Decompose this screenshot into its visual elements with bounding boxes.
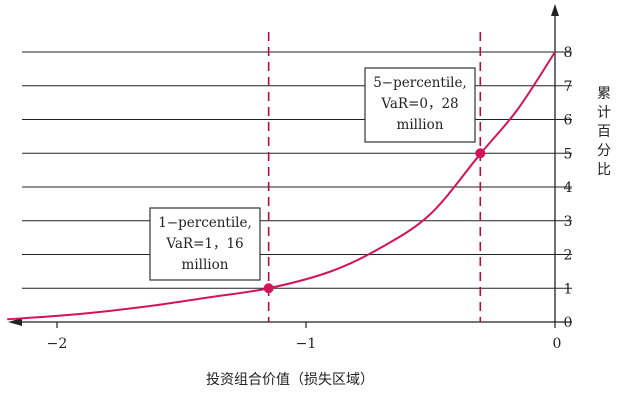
y-tick-label: 1	[564, 281, 573, 297]
annotation-line: 1−percentile,	[158, 215, 252, 231]
annotation-line: million	[397, 117, 444, 133]
x-tick-label: −2	[47, 336, 68, 352]
marker-point-1	[263, 283, 274, 294]
annotation-line: VaR=0，28	[380, 96, 458, 112]
tick-labels: −2 −1 00 1 2 3 4 5 6 7 8	[47, 45, 573, 352]
y-tick-label: 5	[564, 146, 573, 162]
annotation-line: million	[182, 257, 229, 273]
grid-lines	[22, 51, 572, 289]
y-axis-title-char: 比	[597, 162, 611, 178]
annotation-box-1: 1−percentile, VaR=1，16 million	[149, 207, 261, 281]
x-axis-arrow	[8, 318, 22, 326]
y-axis-title-char: 累	[597, 86, 611, 102]
annotation-line: VaR=1，16	[165, 236, 243, 252]
axes	[8, 4, 572, 328]
y-axis-title-char: 分	[597, 143, 611, 159]
y-tick-label: 6	[564, 113, 573, 129]
y-tick-label: 3	[564, 214, 573, 230]
y-tick-label: 8	[564, 45, 573, 61]
series	[7, 32, 556, 322]
cumulative-curve	[7, 51, 556, 321]
x-tick-label: −1	[296, 336, 317, 352]
annotations: 1−percentile,VaR=1，16million5−percentile…	[149, 67, 476, 281]
x-tick-label: 0	[553, 336, 562, 352]
marker-point-2	[475, 148, 486, 159]
annotation-frame	[149, 207, 261, 281]
y-tick-label: 4	[564, 180, 573, 196]
annotation-line: 5−percentile,	[373, 75, 467, 91]
y-tick-label: 0	[564, 315, 573, 331]
y-axis-arrow	[551, 4, 559, 16]
y-tick-label: 7	[564, 79, 573, 95]
annotation-frame	[364, 67, 476, 143]
y-axis-title-char: 百	[597, 124, 611, 140]
y-tick-label: 2	[564, 248, 573, 264]
x-axis-title: 投资组合价值（损失区域）	[206, 372, 374, 388]
annotation-box-2: 5−percentile, VaR=0，28 million	[364, 67, 476, 143]
y-axis-title-char: 计	[597, 105, 611, 121]
